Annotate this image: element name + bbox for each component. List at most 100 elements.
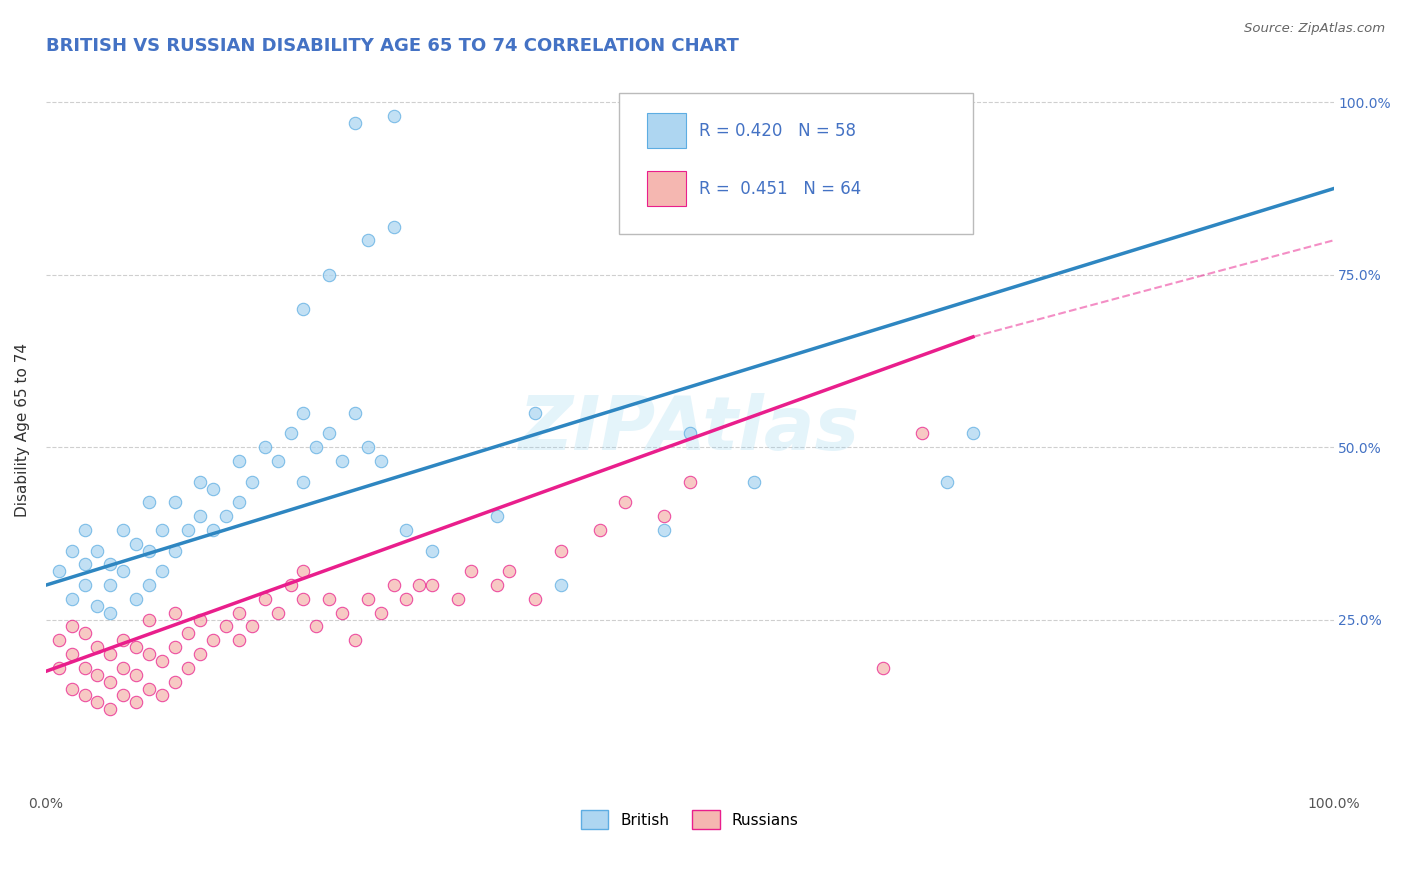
Point bbox=[253, 591, 276, 606]
Point bbox=[98, 674, 121, 689]
Point bbox=[343, 633, 366, 648]
Point bbox=[163, 674, 186, 689]
Point bbox=[138, 647, 160, 661]
FancyBboxPatch shape bbox=[619, 94, 973, 235]
Point bbox=[330, 606, 353, 620]
Point bbox=[202, 482, 225, 496]
Point bbox=[138, 543, 160, 558]
Point bbox=[215, 509, 238, 524]
Point bbox=[679, 426, 702, 441]
Point bbox=[60, 681, 83, 696]
Point bbox=[872, 661, 894, 675]
Point bbox=[125, 695, 148, 709]
Text: Source: ZipAtlas.com: Source: ZipAtlas.com bbox=[1244, 22, 1385, 36]
Point bbox=[202, 633, 225, 648]
Point bbox=[910, 426, 932, 441]
Point bbox=[382, 109, 405, 123]
Point bbox=[138, 681, 160, 696]
Point bbox=[228, 606, 250, 620]
Text: BRITISH VS RUSSIAN DISABILITY AGE 65 TO 74 CORRELATION CHART: BRITISH VS RUSSIAN DISABILITY AGE 65 TO … bbox=[46, 37, 738, 55]
Point bbox=[524, 591, 547, 606]
Point bbox=[190, 509, 212, 524]
Point bbox=[550, 543, 572, 558]
Point bbox=[73, 626, 96, 640]
Point bbox=[215, 619, 238, 633]
Point bbox=[73, 578, 96, 592]
Point bbox=[125, 667, 148, 681]
Point bbox=[357, 440, 380, 454]
Point bbox=[228, 454, 250, 468]
Point bbox=[267, 606, 290, 620]
Point bbox=[962, 426, 984, 441]
Point bbox=[408, 578, 430, 592]
Point bbox=[86, 640, 108, 655]
Point bbox=[305, 619, 328, 633]
Point bbox=[112, 523, 135, 537]
Point bbox=[485, 509, 508, 524]
Point bbox=[60, 543, 83, 558]
Point bbox=[176, 626, 198, 640]
Point bbox=[202, 523, 225, 537]
Point bbox=[382, 219, 405, 234]
Point bbox=[48, 564, 70, 578]
Point bbox=[190, 613, 212, 627]
Point bbox=[330, 454, 353, 468]
Point bbox=[318, 591, 340, 606]
Point bbox=[357, 591, 380, 606]
Point bbox=[280, 578, 302, 592]
Point bbox=[98, 647, 121, 661]
Point bbox=[614, 495, 637, 509]
Point bbox=[485, 578, 508, 592]
Point bbox=[150, 689, 173, 703]
Point bbox=[370, 606, 392, 620]
Point bbox=[742, 475, 765, 489]
Point bbox=[305, 440, 328, 454]
Point bbox=[343, 116, 366, 130]
Text: ZIPAtlas: ZIPAtlas bbox=[519, 393, 860, 467]
Point bbox=[150, 523, 173, 537]
Point bbox=[163, 640, 186, 655]
Point bbox=[73, 661, 96, 675]
Point bbox=[280, 426, 302, 441]
Point bbox=[420, 543, 443, 558]
Point bbox=[112, 633, 135, 648]
Point bbox=[163, 543, 186, 558]
Point bbox=[60, 647, 83, 661]
Point bbox=[395, 591, 418, 606]
Point bbox=[190, 475, 212, 489]
Point bbox=[150, 564, 173, 578]
Point bbox=[357, 233, 380, 247]
Point bbox=[382, 578, 405, 592]
Point bbox=[292, 475, 315, 489]
Point bbox=[48, 661, 70, 675]
Point bbox=[318, 426, 340, 441]
Point bbox=[253, 440, 276, 454]
Point bbox=[98, 558, 121, 572]
Point bbox=[163, 495, 186, 509]
Point bbox=[112, 689, 135, 703]
Point bbox=[292, 302, 315, 317]
Point bbox=[176, 661, 198, 675]
Point bbox=[498, 564, 520, 578]
Point bbox=[125, 591, 148, 606]
Point bbox=[73, 689, 96, 703]
Point bbox=[150, 654, 173, 668]
Point bbox=[447, 591, 470, 606]
Point bbox=[292, 564, 315, 578]
Point bbox=[86, 695, 108, 709]
Point bbox=[652, 523, 675, 537]
Point bbox=[73, 523, 96, 537]
Point bbox=[60, 619, 83, 633]
Point bbox=[112, 564, 135, 578]
Point bbox=[679, 475, 702, 489]
Point bbox=[125, 640, 148, 655]
Point bbox=[588, 523, 610, 537]
Point bbox=[395, 523, 418, 537]
Point bbox=[420, 578, 443, 592]
Point bbox=[98, 578, 121, 592]
Point bbox=[524, 406, 547, 420]
Bar bbox=[647, 170, 686, 205]
Point bbox=[652, 509, 675, 524]
Point bbox=[112, 661, 135, 675]
Point bbox=[176, 523, 198, 537]
